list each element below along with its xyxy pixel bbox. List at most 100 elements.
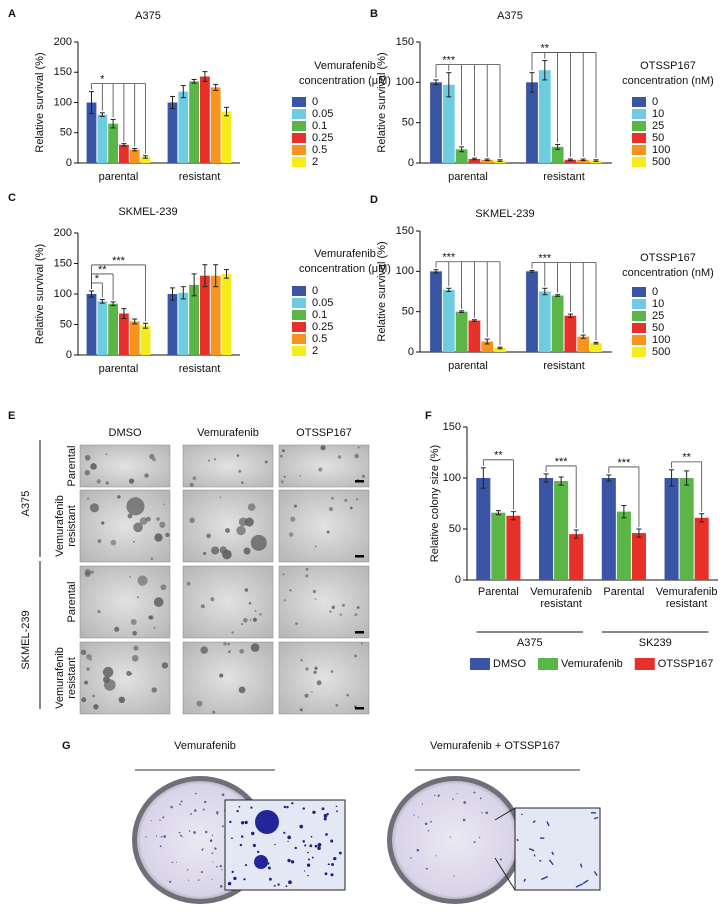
inset-speck [283,831,286,834]
legend-label: 50 [652,322,664,334]
colony [105,453,108,456]
colony [223,642,227,646]
zoom-line [494,857,516,891]
colony [86,654,92,660]
inset-cell [575,883,584,888]
dish-speck [162,816,165,819]
colony [238,469,242,473]
panel-letter: C [8,192,16,204]
colony [280,480,284,484]
colony [360,642,363,645]
inset-speck [285,885,288,888]
legend-swatch [292,121,306,131]
bar [539,478,554,580]
colony [144,473,149,478]
inset-speck [268,813,273,817]
dish-speck [463,801,467,804]
bar [551,146,564,163]
inset-speck [287,835,291,840]
colony [316,680,322,686]
row-label: Vemurafenib [54,495,66,557]
inset-cell [582,879,589,885]
inset-cell [539,859,542,862]
bar [442,84,455,163]
inset-speck [310,835,313,838]
legend-swatch [632,323,646,333]
inset-speck [262,858,267,863]
inset-speck [257,850,260,854]
y-tick-label: 200 [54,227,72,239]
inset-speck [331,863,335,866]
legend-title: concentration (nM) [622,75,714,87]
x-tick-label-box: Parental [478,586,519,598]
inset-speck [307,858,310,861]
inset-speck [244,864,248,867]
colony [225,528,231,533]
bar [140,325,151,355]
colony [150,557,154,561]
inset-cell [516,838,519,842]
legend-label: 0.5 [312,144,327,156]
inset-cell [523,878,527,883]
dish-speck [485,811,489,815]
inset-speck [236,809,239,813]
dish-speck [221,869,223,871]
dish-speck [150,820,152,822]
bar [430,271,442,352]
y-tick-label: 0 [408,346,414,358]
colony [247,503,256,511]
micrograph [182,565,274,639]
colony [281,449,285,453]
inset-speck [239,843,243,847]
dish-speck [203,800,207,804]
legend-label: 0.05 [312,297,333,309]
colony [311,691,313,693]
legend-label: 10 [652,298,664,310]
x-tick-label: resistant [543,360,585,372]
inset-speck [250,831,255,836]
colony [290,516,296,522]
colony [356,606,360,609]
inset-speck [294,846,297,850]
colony [219,496,222,499]
significance-label: *** [538,252,552,264]
bar [631,533,646,580]
bar [526,82,538,163]
group-label: A375 [20,491,32,517]
x-tick-label: resistant [179,171,221,183]
colony [131,654,139,662]
scale-bar [355,631,364,634]
colony [207,459,210,462]
dish-speck [435,855,437,857]
inset-speck [326,812,329,816]
colony [90,463,97,470]
dish-speck [499,858,503,861]
chart-title: SKMEL-239 [475,208,534,220]
inset-speck [299,824,304,829]
dish-speck [221,825,224,828]
legend-swatch [292,157,306,167]
legend-title: concentration (μM) [299,263,391,275]
colony [300,659,303,662]
legend-label: 0 [312,96,318,108]
legend-label: 50 [652,132,664,144]
dish-speck [481,811,483,814]
colony [357,446,360,449]
bar [577,336,590,352]
bar [200,275,210,355]
inset-speck [227,881,232,886]
inset-speck [335,805,338,808]
bar [554,481,569,580]
inset-speck [283,805,287,809]
legend-swatch [470,658,490,670]
bar [430,82,442,163]
colony [101,521,105,525]
legend-swatch [292,334,306,344]
dish-speck [479,797,482,800]
colony [337,455,342,459]
legend-swatch [292,97,306,107]
bar [210,87,221,163]
colony [133,540,135,543]
bar [491,512,506,580]
inset-cell [551,851,555,856]
